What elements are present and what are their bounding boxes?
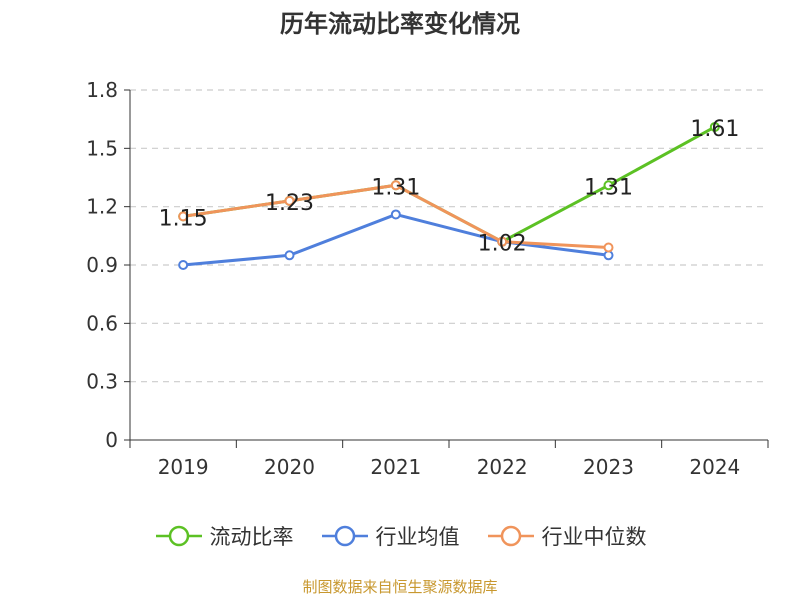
legend-item[interactable]: 行业均值 [320, 521, 460, 551]
data-labels: 1.15 1.23 1.31 1.02 1.31 1.61 [159, 117, 740, 257]
y-tick-label: 0.3 [86, 370, 118, 394]
x-tick-label: 2020 [264, 455, 315, 479]
series-line [183, 212, 609, 267]
legend-label: 流动比率 [209, 525, 294, 549]
legend-label: 行业均值 [375, 525, 460, 549]
legend: 流动比率 行业均值 行业中位数 [0, 518, 800, 554]
y-tick-label: 0.6 [86, 311, 118, 335]
data-point [603, 180, 614, 191]
x-tick-label: 2023 [583, 455, 634, 479]
x-tick-label: 2024 [689, 455, 740, 479]
data-label: 1.02 [478, 232, 527, 257]
legend-item[interactable]: 流动比率 [154, 521, 294, 551]
y-tick-label: 1.5 [86, 136, 118, 160]
legend-marker-icon [487, 525, 534, 547]
data-point [178, 260, 189, 270]
chart-title: 历年流动比率变化情况 [280, 10, 520, 38]
data-label: 1.15 [159, 206, 208, 231]
data-point [178, 211, 189, 222]
legend-marker-icon [155, 525, 202, 547]
data-label: 1.31 [371, 175, 420, 200]
data-point [709, 121, 720, 132]
source-note: 制图数据来自恒生聚源数据库 [302, 578, 498, 596]
y-tick-label: 0.9 [86, 253, 118, 277]
data-label: 1.23 [265, 191, 314, 216]
data-point [603, 242, 614, 253]
data-label: 1.61 [690, 117, 739, 142]
data-point [390, 209, 401, 220]
legend-label: 行业中位数 [541, 525, 647, 549]
legend-item[interactable]: 行业中位数 [486, 521, 647, 551]
grid-lines [130, 89, 768, 383]
x-tick-label: 2021 [370, 455, 421, 479]
legend-marker-icon [321, 525, 368, 547]
y-tick-label: 0 [105, 428, 118, 452]
data-label: 1.31 [584, 175, 633, 200]
y-tick-label: 1.2 [86, 195, 118, 219]
data-point [390, 180, 401, 191]
y-tick-label: 1.8 [86, 78, 118, 102]
x-tick-label: 2022 [477, 455, 528, 479]
axes: 0 0.3 0.6 0.9 1.2 1.5 1.8 2019 2020 2021 2022 2023 2… [86, 78, 769, 479]
data-point [284, 250, 295, 261]
data-point [284, 195, 295, 206]
data-point [497, 236, 508, 247]
series-lines [178, 121, 720, 270]
series-line [182, 125, 716, 244]
x-tick-label: 2019 [158, 455, 209, 479]
